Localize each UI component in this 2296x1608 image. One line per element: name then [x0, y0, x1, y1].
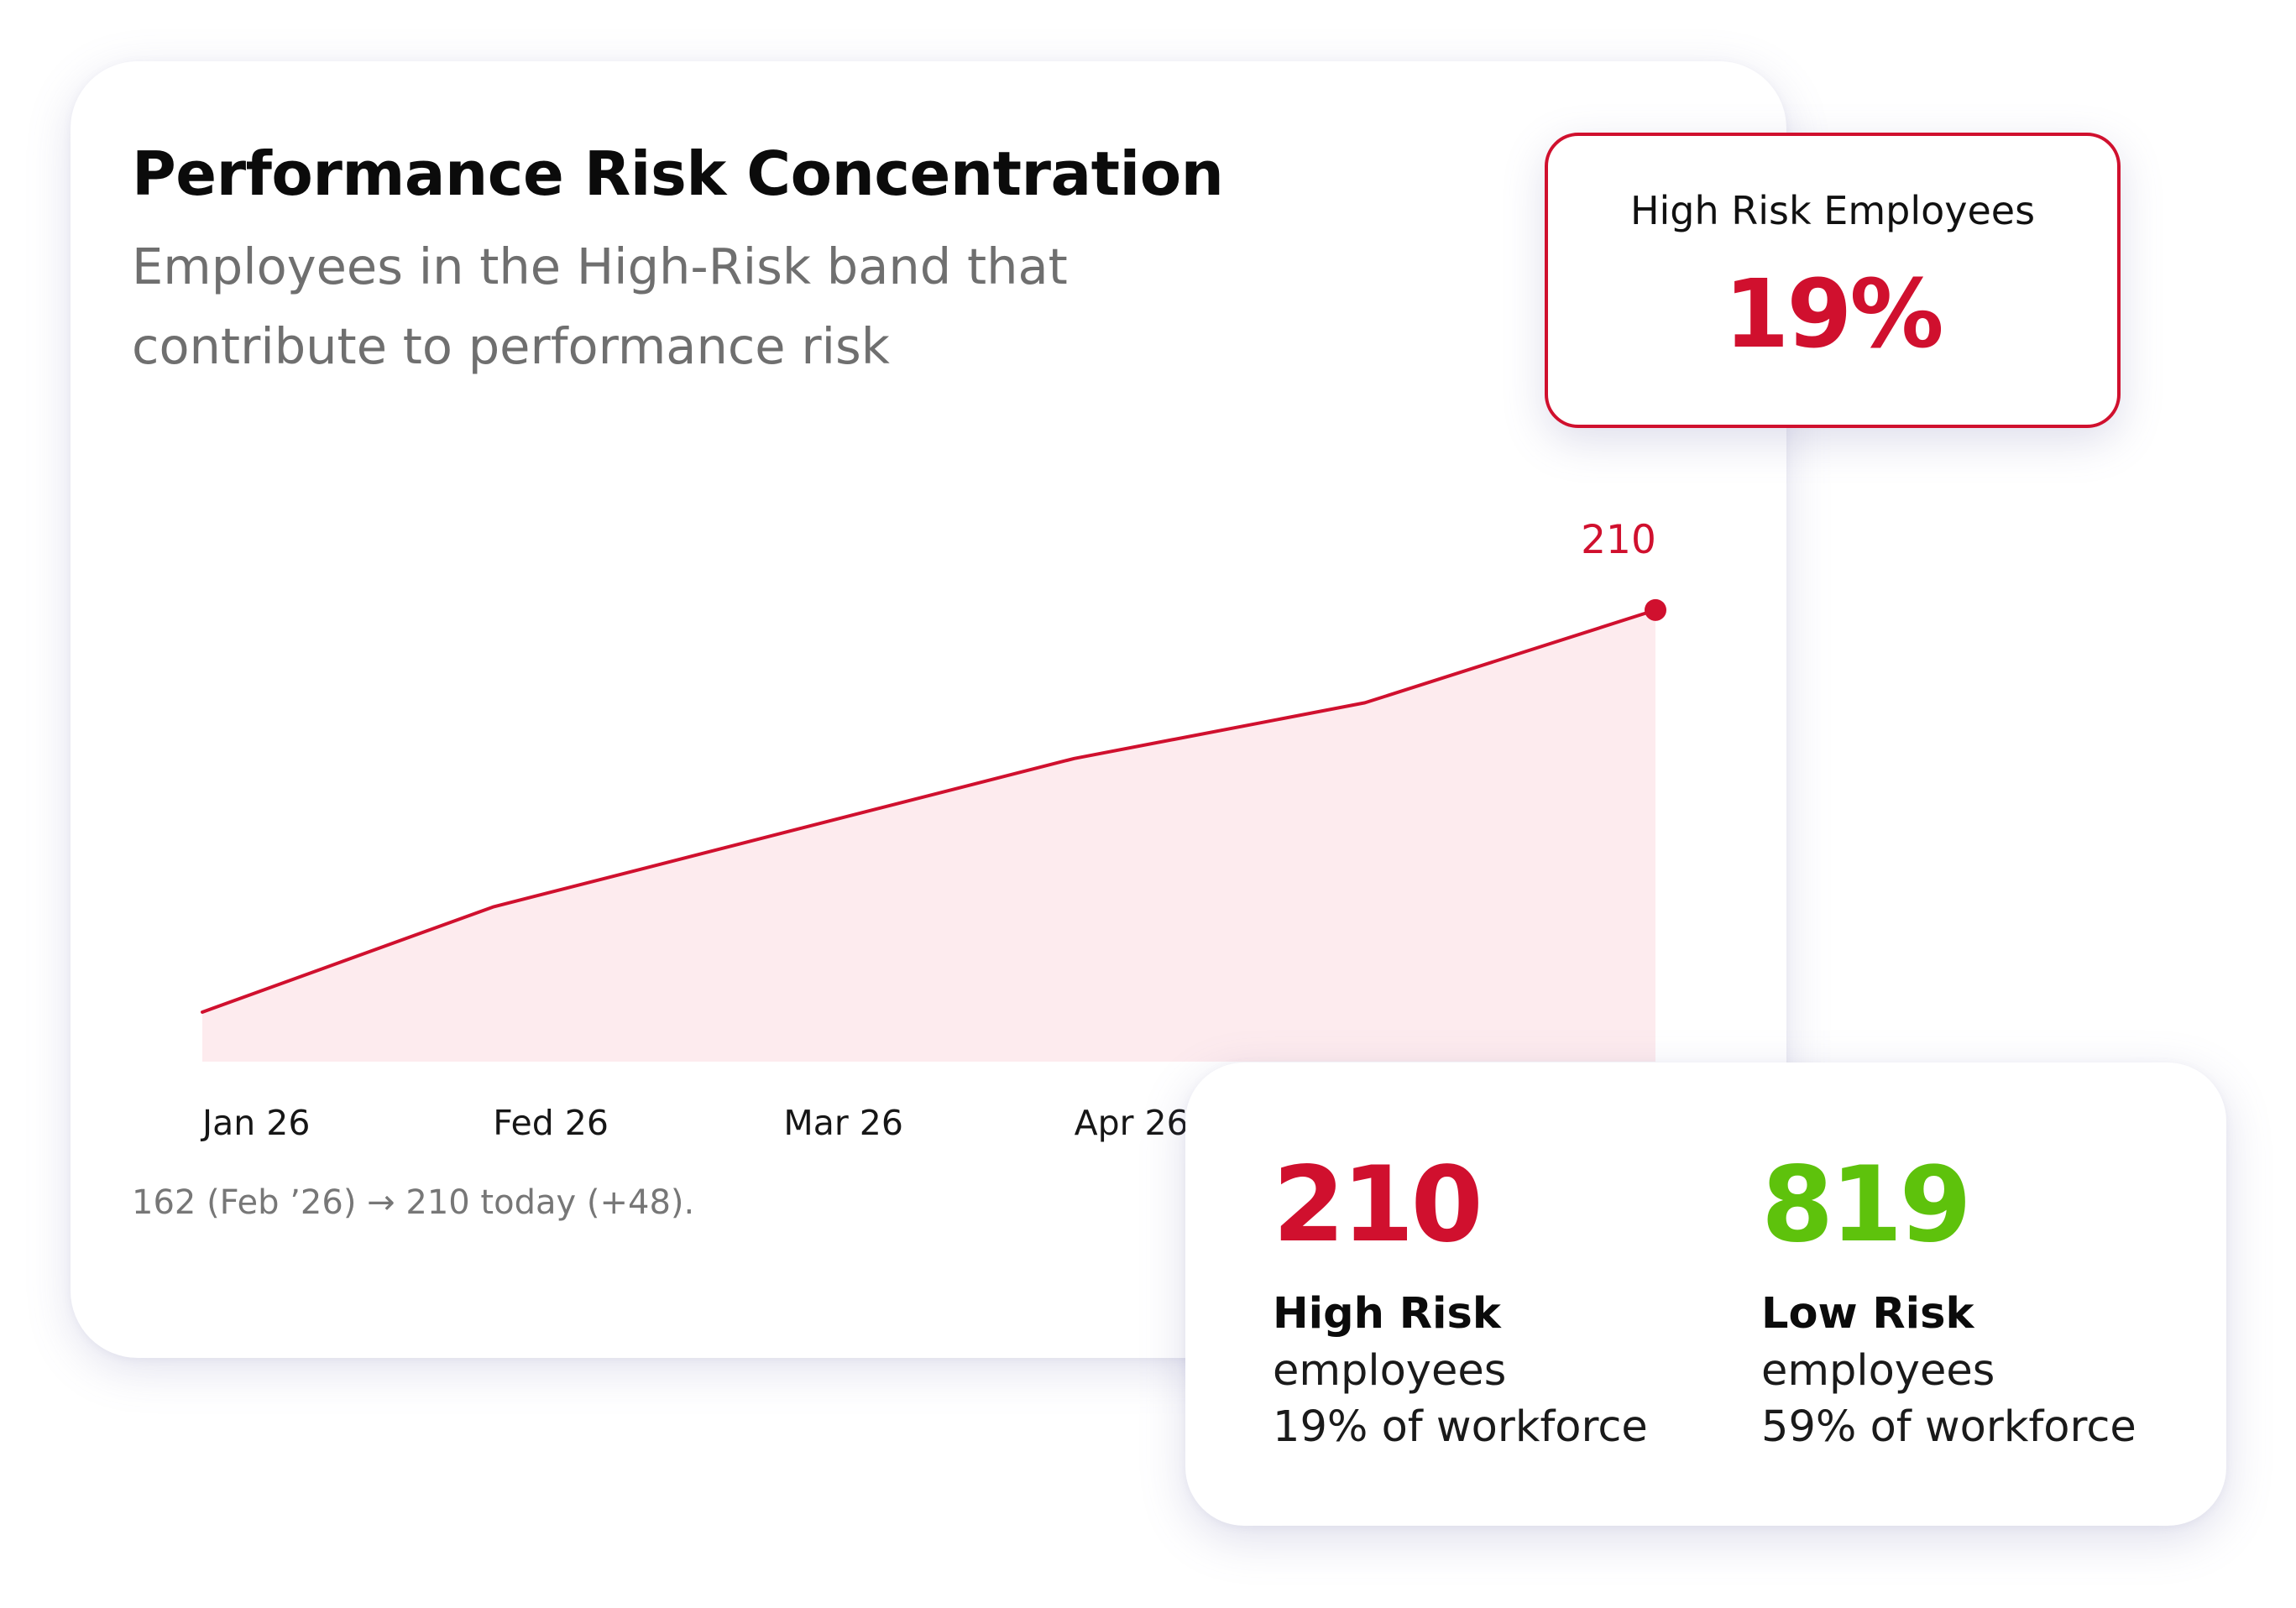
high-risk-title: High Risk — [1273, 1289, 1501, 1339]
low-risk-share: 59% of workforce — [1761, 1402, 2136, 1452]
series-line — [201, 608, 1657, 1014]
high-risk-count: 210 — [1273, 1145, 1483, 1266]
low-risk-unit: employees — [1761, 1346, 1995, 1396]
low-risk-count: 819 — [1761, 1145, 1972, 1266]
x-tick-label: Fed 26 — [493, 1103, 609, 1143]
highlight-point — [1645, 598, 1666, 621]
high-risk-kpi-card: High Risk Employees 19% — [1545, 133, 2121, 428]
kpi-label: High Risk Employees — [1629, 188, 2036, 233]
x-tick-label: Apr 26 — [1075, 1103, 1189, 1143]
chart-title: Performance Risk Concentration — [132, 138, 1224, 209]
low-risk-title: Low Risk — [1761, 1289, 1974, 1339]
high-risk-unit: employees — [1273, 1346, 1507, 1396]
high-risk-share: 19% of workforce — [1273, 1402, 1648, 1452]
highlight-point-label: 210 — [1581, 517, 1656, 563]
chart-subtitle: Employees in the High-Risk band that con… — [132, 238, 1068, 375]
x-tick-label: Mar 26 — [783, 1103, 903, 1143]
x-tick-label: Jan 26 — [200, 1103, 310, 1143]
area-fill — [202, 609, 1655, 1062]
chart-footnote: 162 (Feb ’26) → 210 today (+48). — [132, 1183, 695, 1222]
risk-stats-card: 210 High Risk employees 19% of workforce… — [1185, 1062, 2226, 1526]
kpi-value: 19% — [1723, 260, 1943, 369]
